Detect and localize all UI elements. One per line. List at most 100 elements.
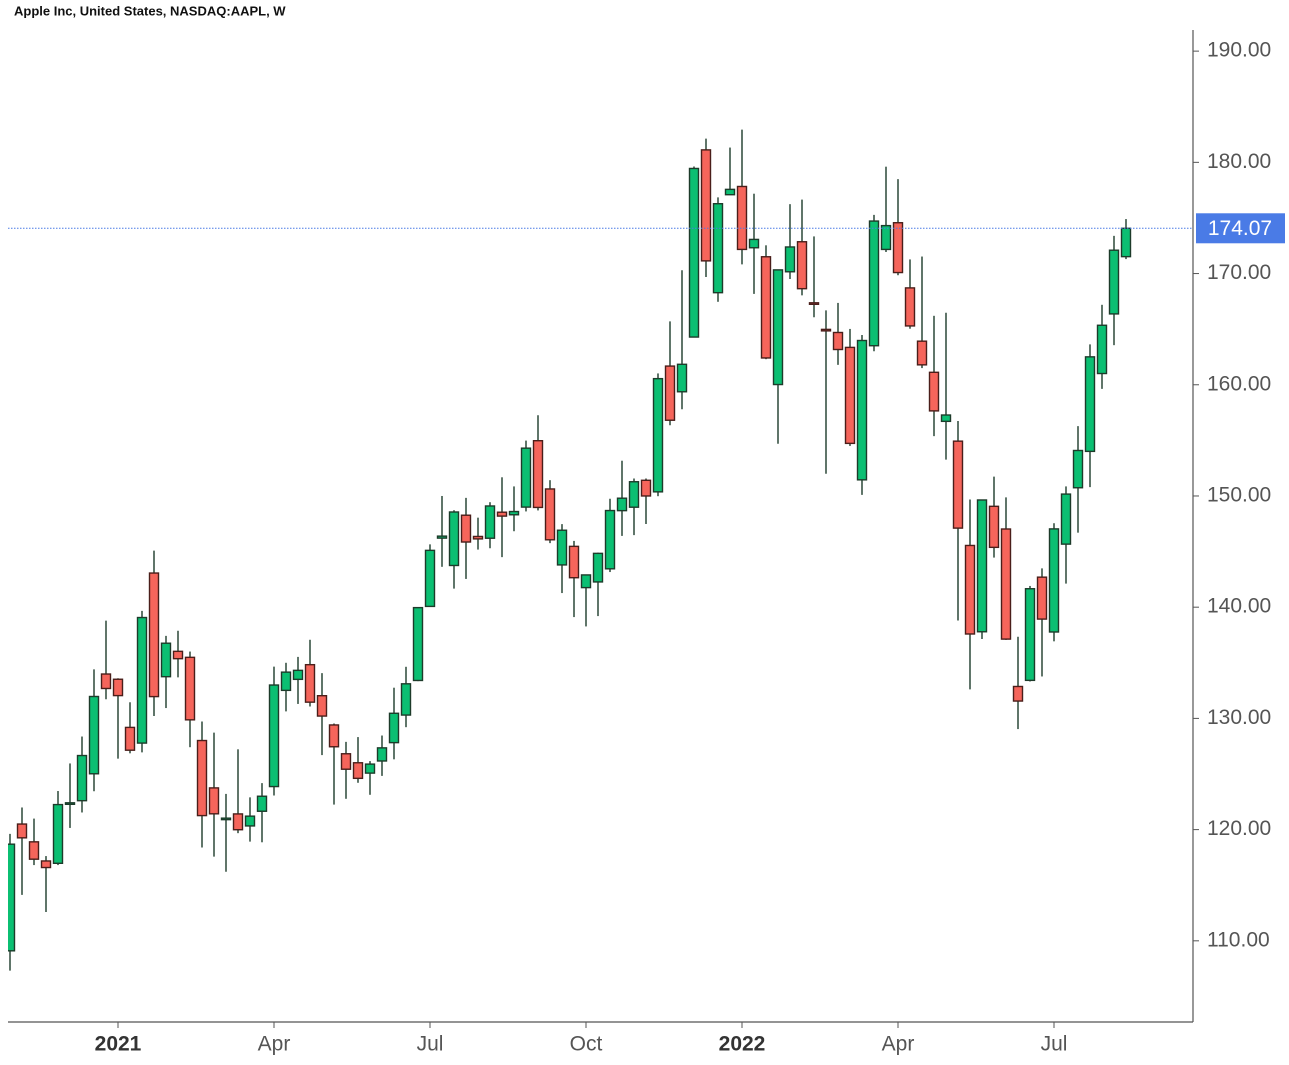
candle-body (772, 269, 784, 386)
x-tick-label: Oct (570, 1033, 603, 1056)
candle-body (796, 241, 808, 290)
candle-body (208, 787, 220, 815)
x-tick-label: 2021 (95, 1033, 142, 1056)
candle-body (760, 256, 772, 359)
candle-body (1120, 227, 1132, 258)
candle-body (700, 149, 712, 262)
candle-body (1096, 324, 1108, 375)
candle-body (364, 763, 376, 774)
candle-body (532, 440, 544, 509)
candle-body (388, 712, 400, 744)
candle-body (436, 535, 448, 539)
y-tick-label: 150.00 (1207, 484, 1271, 507)
candle-body (640, 479, 652, 497)
candle-body (64, 802, 76, 806)
x-tick-label: Apr (882, 1033, 915, 1056)
x-tick-label: 2022 (719, 1033, 766, 1056)
candle-body (628, 481, 640, 508)
candle-body (880, 224, 892, 251)
candle-body (1000, 528, 1012, 640)
candle-body (424, 549, 436, 608)
candle-body (1072, 449, 1084, 489)
candle-body (1108, 249, 1120, 315)
candle-body (808, 302, 820, 305)
candle-body (268, 684, 280, 788)
candle-body (976, 499, 988, 633)
last-price-badge (1196, 213, 1285, 244)
candle-body (736, 185, 748, 251)
candle-body (100, 673, 112, 690)
candle-body (76, 754, 88, 802)
candle-body (676, 363, 688, 393)
candle-body (832, 331, 844, 351)
candle-body (340, 753, 352, 770)
candle-body (136, 616, 148, 744)
x-tick-label: Apr (258, 1033, 291, 1056)
y-tick-label: 190.00 (1207, 39, 1271, 62)
candle-body (52, 803, 64, 865)
y-tick-label: 130.00 (1207, 706, 1271, 729)
candle-body (184, 656, 196, 721)
candle-body (856, 339, 868, 481)
candle-body (304, 663, 316, 703)
candle-body (496, 511, 508, 517)
candle-body (712, 203, 724, 294)
last-price-label: 174.07 (1208, 217, 1272, 240)
y-tick-label: 110.00 (1207, 928, 1270, 951)
candle-body (316, 695, 328, 717)
candle-body (16, 823, 28, 839)
candle-body (460, 514, 472, 543)
candle-body (784, 246, 796, 273)
candle-body (964, 544, 976, 635)
x-tick-label: Jul (417, 1033, 444, 1056)
candle-body (520, 447, 532, 508)
x-tick-label: Jul (1041, 1033, 1068, 1056)
y-tick-label: 170.00 (1207, 261, 1271, 284)
candle-body (604, 509, 616, 570)
candle-body (844, 346, 856, 445)
candle-body (508, 510, 520, 516)
plot-area (8, 129, 1132, 971)
candle-body (28, 841, 40, 860)
candle-body (988, 505, 1000, 549)
candle-body (568, 545, 580, 579)
candle-body (196, 739, 208, 817)
candle-body (292, 669, 304, 681)
candle-body (220, 817, 232, 821)
candle-body (328, 724, 340, 748)
candle-body (160, 642, 172, 678)
candle-body (580, 574, 592, 589)
candle-body (748, 238, 760, 249)
candle-body (172, 650, 184, 660)
candle-body (724, 188, 736, 196)
candle-body (40, 860, 52, 869)
candle-body (412, 606, 424, 682)
candle-body (652, 377, 664, 493)
candle-body (904, 287, 916, 327)
candle-body (1048, 528, 1060, 633)
candle-body (688, 167, 700, 338)
candle-body (112, 678, 124, 697)
candle-body (1060, 493, 1072, 545)
candle-body (1024, 588, 1036, 682)
candle-body (88, 695, 100, 775)
candle-body (616, 497, 628, 512)
y-tick-label: 120.00 (1207, 817, 1271, 840)
candle-body (148, 572, 160, 698)
candle-body (472, 535, 484, 540)
candle-body (448, 511, 460, 567)
candle-body (892, 222, 904, 274)
candle-body (376, 747, 388, 762)
candle-body (868, 220, 880, 347)
candle-body (940, 414, 952, 423)
candle-body (952, 440, 964, 529)
candle-body (664, 365, 676, 421)
candle-body (544, 488, 556, 541)
candle-body (352, 762, 364, 780)
candle-body (556, 529, 568, 566)
candle-body (1036, 576, 1048, 620)
candle-body (820, 328, 832, 332)
candle-body (124, 726, 136, 751)
candle-body (484, 505, 496, 539)
